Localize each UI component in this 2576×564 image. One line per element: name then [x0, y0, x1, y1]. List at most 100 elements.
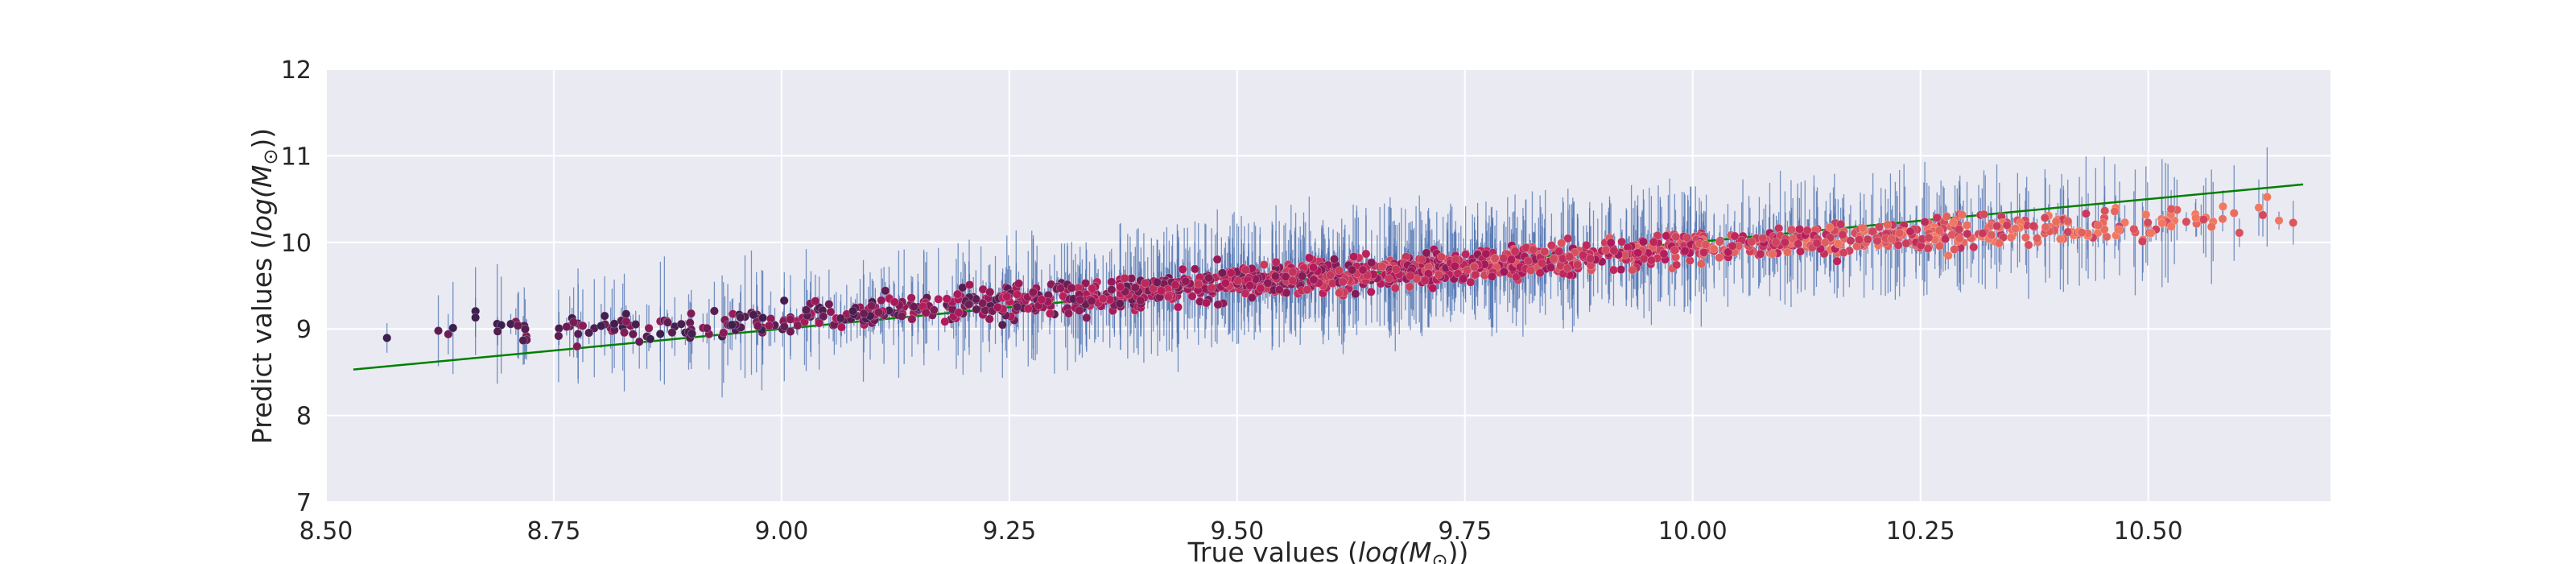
data-point	[1715, 237, 1724, 247]
data-point	[2218, 201, 2227, 211]
data-point	[1288, 267, 1298, 277]
data-point	[1934, 226, 1944, 235]
data-point	[2041, 222, 2050, 232]
data-point	[2146, 228, 2156, 238]
data-point	[1181, 276, 1191, 286]
data-point	[1490, 254, 1500, 263]
x-tick-label: 9.25	[982, 517, 1036, 545]
data-point	[2166, 204, 2176, 214]
data-point	[1924, 233, 1934, 243]
data-point	[972, 305, 981, 314]
x-axis-label: True values (log(M⊙))	[1187, 537, 1469, 564]
data-point	[1510, 247, 1520, 256]
data-point	[2002, 220, 2012, 230]
data-point	[2100, 206, 2110, 216]
data-point	[1728, 241, 1737, 251]
data-point	[1523, 256, 1533, 266]
data-point	[1081, 278, 1091, 288]
data-point	[1152, 277, 1162, 287]
data-point	[1887, 234, 1897, 244]
data-point	[1116, 282, 1125, 292]
data-point	[1187, 292, 1197, 301]
x-tick-labels: 8.50 8.75 9.00 9.25 9.50 9.75 10.00 10.25 10.50	[299, 517, 2183, 545]
data-point	[779, 321, 789, 331]
data-point	[2198, 214, 2208, 224]
data-point	[836, 322, 846, 332]
data-point	[1245, 280, 1255, 290]
data-point	[1045, 309, 1055, 318]
data-point	[1901, 238, 1911, 248]
data-point	[1270, 272, 1280, 281]
data-point	[1075, 295, 1085, 305]
data-point	[2024, 240, 2033, 250]
data-point	[1326, 271, 1335, 280]
data-point	[1082, 313, 1092, 322]
data-point	[663, 317, 672, 327]
data-point	[1768, 249, 1777, 259]
data-point	[801, 305, 811, 315]
data-point	[866, 301, 876, 311]
data-point	[702, 323, 712, 333]
data-point	[1281, 272, 1290, 282]
grid-lines	[325, 68, 2330, 503]
data-point	[1780, 238, 1790, 247]
data-point	[952, 289, 962, 299]
data-point	[1528, 245, 1538, 255]
data-point	[2063, 227, 2073, 237]
data-point	[1213, 300, 1223, 309]
data-point	[897, 311, 906, 321]
data-point	[978, 298, 988, 308]
data-point	[1616, 265, 1626, 275]
data-point	[964, 300, 974, 309]
data-point	[1422, 248, 1431, 258]
data-point	[609, 319, 619, 329]
data-point	[1836, 219, 1846, 229]
data-point	[1653, 230, 1662, 240]
data-point	[600, 311, 609, 321]
data-point	[1628, 265, 1637, 275]
data-point	[1406, 272, 1415, 281]
data-point	[1140, 278, 1150, 288]
data-point	[1512, 272, 1521, 282]
data-point	[1638, 237, 1648, 247]
data-point	[1872, 236, 1882, 246]
data-point	[1308, 263, 1318, 272]
data-point	[518, 336, 528, 346]
data-point	[1730, 231, 1740, 241]
x-tick-label: 9.00	[755, 517, 809, 545]
y-tick-label: 10	[281, 230, 312, 258]
data-point	[940, 317, 950, 326]
data-point	[597, 321, 606, 330]
data-point	[779, 296, 789, 305]
data-point	[676, 319, 686, 329]
data-point	[1659, 249, 1669, 259]
data-point	[1420, 276, 1430, 285]
y-tick-labels: 7 8 9 10 11 12	[281, 56, 312, 517]
data-point	[1526, 266, 1536, 276]
data-point	[954, 308, 964, 317]
data-point	[1461, 250, 1471, 259]
data-point	[1920, 217, 1930, 226]
data-point	[1649, 237, 1658, 247]
data-point	[1858, 223, 1868, 233]
data-point	[736, 313, 745, 322]
data-point	[1309, 275, 1319, 284]
data-point	[1535, 268, 1545, 278]
data-point	[758, 313, 768, 322]
data-point	[1696, 259, 1706, 269]
data-point	[2157, 218, 2167, 228]
data-point	[1028, 288, 1038, 297]
data-point	[1037, 295, 1046, 305]
data-point	[1969, 243, 1979, 252]
data-point	[554, 324, 564, 334]
data-point	[1825, 222, 1835, 232]
data-point	[1075, 306, 1084, 316]
data-point	[513, 321, 522, 330]
data-point	[1190, 264, 1199, 274]
data-point	[2218, 214, 2227, 224]
data-point	[2006, 233, 2016, 243]
data-point	[1978, 229, 1988, 238]
data-point	[667, 328, 677, 338]
data-point	[621, 317, 631, 326]
data-point	[1563, 234, 1573, 243]
